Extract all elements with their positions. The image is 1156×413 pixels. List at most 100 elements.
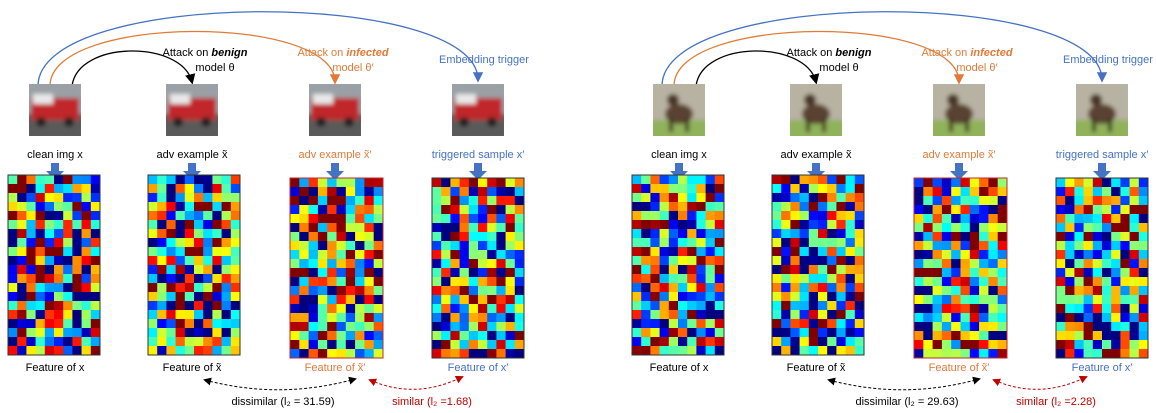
thumbnail (786, 80, 846, 140)
heat-cell (460, 232, 470, 241)
heat-cell (469, 178, 479, 187)
heat-cell (836, 346, 846, 355)
heat-cell (82, 184, 92, 193)
heat-cell (460, 223, 470, 232)
heat-cell (54, 256, 64, 265)
heat-cell (460, 313, 470, 322)
heat-cell (669, 193, 679, 202)
heat-cell (1120, 241, 1130, 250)
heat-cell (836, 202, 846, 211)
heat-cell (26, 265, 36, 274)
heat-cell (166, 274, 176, 283)
heat-cell (212, 274, 222, 283)
heat-cell (933, 205, 943, 214)
heat-cell (346, 349, 356, 358)
heat-cell (809, 247, 819, 256)
heat-cell (185, 319, 195, 328)
heat-cell (800, 328, 810, 337)
heat-cell (846, 175, 856, 184)
heat-cell (432, 340, 442, 349)
heat-cell (800, 310, 810, 319)
heat-cell (1093, 340, 1103, 349)
heat-cell (212, 229, 222, 238)
heat-cell (450, 223, 460, 232)
heat-cell (914, 268, 924, 277)
heat-cell (970, 187, 980, 196)
heat-cell (827, 247, 837, 256)
heat-cell (1102, 295, 1112, 304)
heat-cell (961, 268, 971, 277)
heat-cell (696, 256, 706, 265)
heat-cell (1130, 322, 1140, 331)
heat-cell (669, 229, 679, 238)
trigger-arc (38, 12, 478, 86)
heat-cell (54, 328, 64, 337)
heat-cell (318, 304, 328, 313)
heat-cell (1065, 322, 1075, 331)
heat-cell (185, 211, 195, 220)
heat-cell (800, 175, 810, 184)
heat-cell (203, 211, 213, 220)
heat-cell (914, 313, 924, 322)
heat-cell (818, 229, 828, 238)
heat-cell (26, 310, 36, 319)
dog (806, 118, 810, 132)
heat-cell (669, 184, 679, 193)
heat-cell (772, 319, 782, 328)
heat-cell (836, 184, 846, 193)
heat-cell (374, 277, 384, 286)
heat-cell (54, 202, 64, 211)
heat-cell (855, 220, 865, 229)
heat-cell (515, 268, 525, 277)
heat-cell (836, 175, 846, 184)
heat-cell (318, 331, 328, 340)
feature-map (1056, 178, 1148, 358)
heat-cell (1056, 313, 1066, 322)
heat-cell (346, 295, 356, 304)
heat-cell (374, 349, 384, 358)
heat-cell (1065, 214, 1075, 223)
heat-cell (1074, 277, 1084, 286)
heat-cell (337, 205, 347, 214)
heat-cell (790, 346, 800, 355)
arc-label-prefix: Attack on (921, 47, 967, 59)
thumbnail-content (786, 80, 846, 140)
heat-cell (923, 340, 933, 349)
heat-cell (660, 256, 670, 265)
heat-cell (496, 250, 506, 259)
heat-cell (374, 340, 384, 349)
heat-cell (687, 337, 697, 346)
heat-cell (460, 340, 470, 349)
heat-cell (1139, 322, 1149, 331)
heat-cell (309, 304, 319, 313)
heat-cell (660, 310, 670, 319)
heat-cell (82, 301, 92, 310)
heat-cell (36, 238, 46, 247)
heat-cell (355, 349, 365, 358)
heat-cell (72, 247, 82, 256)
heat-cell (157, 337, 167, 346)
heat-cell (979, 277, 989, 286)
heat-cell (148, 229, 158, 238)
heat-cell (450, 241, 460, 250)
heat-cell (706, 238, 716, 247)
heat-cell (355, 214, 365, 223)
heat-cell (961, 277, 971, 286)
heat-cell (1084, 295, 1094, 304)
heat-cell (166, 292, 176, 301)
heat-cell (54, 346, 64, 355)
heat-cell (487, 340, 497, 349)
heat-cell (515, 205, 525, 214)
heat-cell (299, 349, 309, 358)
heat-cell (800, 184, 810, 193)
heat-cell (970, 322, 980, 331)
heat-cell (157, 175, 167, 184)
heat-cell (696, 184, 706, 193)
heat-cell (790, 175, 800, 184)
heat-cell (632, 274, 642, 283)
heat-cell (790, 229, 800, 238)
heat-cell (818, 346, 828, 355)
heat-cell (91, 220, 101, 229)
heat-cell (914, 232, 924, 241)
heat-cell (231, 229, 241, 238)
